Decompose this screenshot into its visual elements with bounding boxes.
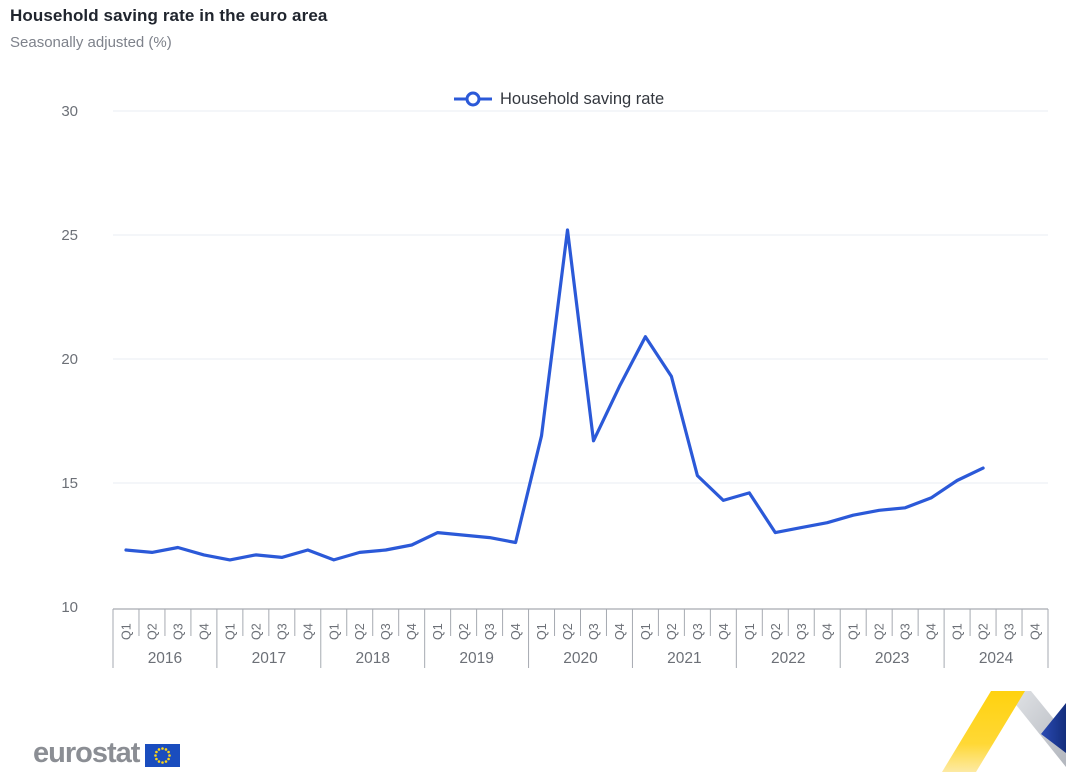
quarter-tick-label: Q1 <box>743 623 757 640</box>
y-tick-label: 25 <box>61 227 78 244</box>
quarter-tick-label: Q2 <box>249 623 263 640</box>
year-tick-label: 2020 <box>563 650 598 667</box>
series-line[interactable] <box>124 228 985 562</box>
quarter-tick-label: Q3 <box>275 623 289 640</box>
quarter-tick-label: Q4 <box>301 623 315 640</box>
chart-subtitle: Seasonally adjusted (%) <box>10 34 172 51</box>
eurostat-logo-text: eurostat <box>33 737 140 769</box>
eu-flag-star <box>168 754 172 757</box>
quarter-tick-label: Q1 <box>223 623 237 640</box>
year-tick-label: 2016 <box>148 650 182 667</box>
quarter-tick-label: Q2 <box>769 623 783 640</box>
quarter-tick-label: Q3 <box>587 623 601 640</box>
quarter-tick-label: Q1 <box>431 623 445 640</box>
quarter-tick-label: Q2 <box>353 623 367 640</box>
quarter-tick-label: Q3 <box>1003 623 1017 640</box>
eu-flag-star <box>154 754 158 757</box>
year-tick-label: 2017 <box>252 650 286 667</box>
quarter-tick-label: Q4 <box>1029 623 1043 640</box>
eu-flag-icon <box>145 744 181 767</box>
ribbon-blue-band <box>1041 703 1066 753</box>
quarter-tick-label: Q2 <box>145 623 159 640</box>
quarter-tick-label: Q1 <box>327 623 341 640</box>
gridlines <box>113 110 1048 484</box>
quarter-tick-label: Q3 <box>899 623 913 640</box>
quarter-tick-label: Q4 <box>613 623 627 640</box>
eu-flag-star <box>167 757 171 761</box>
eu-flag-star <box>167 750 171 754</box>
eurostat-ribbon-decoration <box>942 691 1066 772</box>
quarter-tick-label: Q4 <box>821 623 835 640</box>
eu-flag-star <box>165 760 168 763</box>
eu-flag-star <box>165 748 168 751</box>
year-tick-label: 2021 <box>667 650 701 667</box>
eu-flag-star <box>158 760 161 763</box>
y-axis-labels: 10 15 20 25 30 <box>61 103 78 616</box>
quarter-tick-label: Q3 <box>691 623 705 640</box>
quarter-tick-label: Q4 <box>405 623 419 640</box>
y-tick-label: 10 <box>61 599 78 616</box>
chart-title: Household saving rate in the euro area <box>10 6 328 25</box>
y-tick-label: 15 <box>61 475 78 492</box>
quarter-tick-label: Q4 <box>925 623 939 640</box>
y-tick-label: 20 <box>61 351 78 368</box>
quarter-tick-label: Q1 <box>951 623 965 640</box>
y-tick-label: 30 <box>61 103 78 120</box>
quarter-tick-label: Q2 <box>457 623 471 640</box>
eu-flag-star <box>161 761 165 764</box>
quarter-tick-label: Q1 <box>847 623 861 640</box>
year-tick-label: 2019 <box>459 650 493 667</box>
quarter-tick-label: Q2 <box>561 623 575 640</box>
eu-flag-star <box>155 757 159 761</box>
eu-flag-star <box>161 747 165 750</box>
eu-flag-star <box>158 748 161 751</box>
ribbon-gray-band <box>1005 691 1066 767</box>
quarter-tick-label: Q2 <box>873 623 887 640</box>
legend-item-household-saving-rate[interactable]: Household saving rate <box>453 87 664 111</box>
year-tick-label: 2018 <box>355 650 389 667</box>
quarter-tick-label: Q4 <box>197 623 211 640</box>
quarter-tick-label: Q3 <box>483 623 497 640</box>
quarter-tick-label: Q1 <box>639 623 653 640</box>
quarter-tick-label: Q1 <box>119 623 133 640</box>
ribbon-yellow-band <box>942 691 1025 772</box>
quarter-tick-label: Q2 <box>977 623 991 640</box>
x-axis: Q1 Q2 Q3 Q4 2016 Q1 Q2 Q3 Q4 2017 Q1 Q2 Q3 Q4 2018 Q1 Q2… <box>112 608 1049 668</box>
year-tick-label: 2022 <box>771 650 805 667</box>
quarter-tick-label: Q3 <box>171 623 185 640</box>
quarter-tick-label: Q2 <box>665 623 679 640</box>
quarter-tick-label: Q3 <box>379 623 393 640</box>
year-tick-label: 2023 <box>875 650 909 667</box>
quarter-tick-label: Q4 <box>509 623 523 640</box>
quarter-tick-label: Q3 <box>795 623 809 640</box>
legend-label: Household saving rate <box>500 89 665 108</box>
eu-flag-star <box>155 750 159 754</box>
year-tick-label: 2024 <box>979 650 1014 667</box>
eurostat-logo[interactable]: eurostat <box>33 735 181 769</box>
legend-marker-icon <box>454 91 492 107</box>
quarter-tick-label: Q4 <box>717 623 731 640</box>
quarter-tick-label: Q1 <box>535 623 549 640</box>
